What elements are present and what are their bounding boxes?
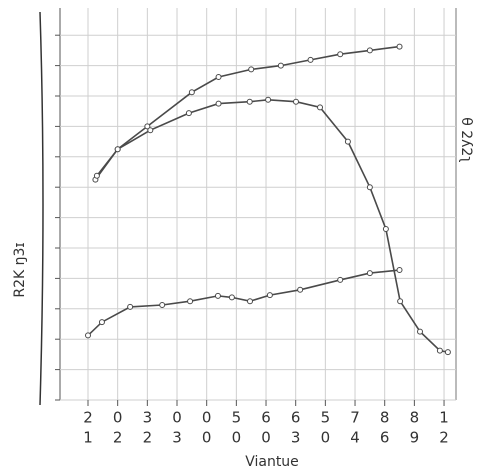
x-tick-label: 1 [439,409,449,427]
x-tick-label: 2 [143,429,153,447]
point [436,347,443,354]
point [215,100,222,107]
x-tick-label: 6 [380,429,390,447]
point [277,62,284,69]
x-tick-label: 5 [321,409,331,427]
point [144,123,151,130]
x-tick-label: 6 [261,409,271,427]
point [344,138,351,145]
point [93,172,100,179]
x-tick-label: 3 [143,409,153,427]
point [159,302,166,308]
point [317,104,324,111]
y-axis-title: R2K ŋ3ɪ [12,242,28,297]
point [187,298,194,305]
point [215,74,222,80]
x-tick-label: 3 [172,429,182,447]
series-line [94,45,400,181]
left-bracket [39,11,44,406]
point [85,332,91,339]
x-tick-label: 2 [113,429,123,447]
point [397,298,404,305]
point [266,292,273,299]
x-tick-label: 0 [172,409,182,427]
x-tick-label: 3 [291,429,301,447]
point [337,276,344,283]
x-tick-label: 7 [350,409,360,427]
point [382,226,389,232]
point [127,303,134,310]
x-axis-title: Viantue [245,454,299,470]
point [366,270,373,277]
x-tick-label: 4 [350,429,360,447]
series-line [96,98,449,353]
point [248,66,255,73]
point [185,110,192,117]
point [366,47,373,54]
point [396,43,403,50]
x-tick-label: 0 [261,429,271,447]
point [307,56,314,63]
y2-axis-title: θ 2ʎ2ʅ [458,117,474,163]
point [147,127,154,134]
x-tick-label: 2 [83,409,93,427]
x-tick-label: 2 [439,429,449,447]
point [188,89,195,96]
point [246,98,253,105]
x-tick-label: 0 [202,429,212,447]
point [297,286,304,293]
x-tick-label: 8 [380,409,390,427]
point [366,184,373,191]
point [396,267,403,274]
point [214,292,221,299]
point [228,294,235,301]
point [337,51,344,58]
x-tick-label: 1 [83,429,93,447]
x-tick-label: 8 [410,409,420,427]
x-tick-label: 0 [232,429,242,447]
x-tick-label: 6 [291,409,301,427]
point [98,319,105,326]
series-line [87,269,400,336]
point [246,298,253,305]
point [417,328,424,335]
point [444,349,451,356]
x-tick-label: 0 [113,409,123,427]
x-tick-label: 5 [232,409,242,427]
point [265,96,272,103]
x-tick-label: 0 [321,429,331,447]
point [114,146,121,153]
x-tick-label: 9 [410,429,420,447]
point [292,98,299,105]
x-tick-label: 0 [202,409,212,427]
